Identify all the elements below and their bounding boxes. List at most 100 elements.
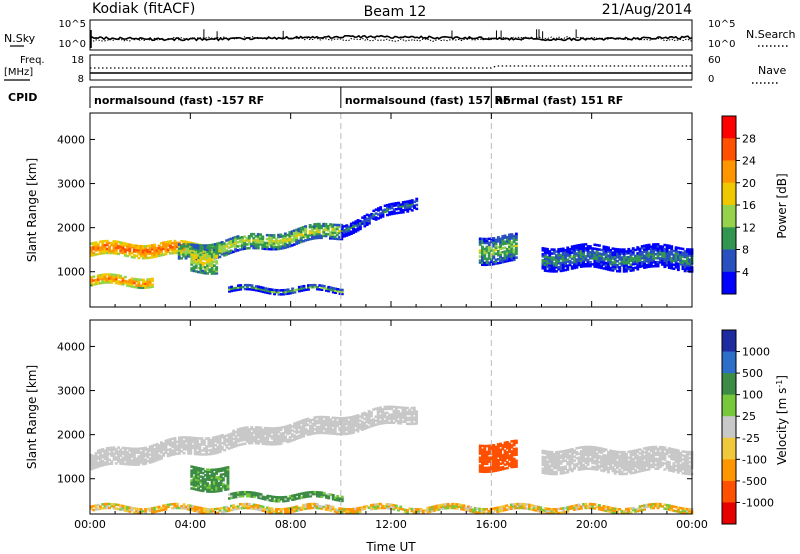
power-cell [485,259,489,263]
velocity-cell [290,429,294,432]
power-cell [291,287,295,290]
power-cell [177,249,181,252]
velocity-cell [135,451,139,454]
power-cell [413,204,416,207]
velocity-cell [217,468,221,471]
velocity-cell [105,459,109,462]
power-cell [162,247,166,250]
power-cell [597,248,601,251]
velocity-cell [199,489,203,492]
velocity-cell [483,448,487,452]
power-cell [347,225,351,228]
velocity-cell [622,458,626,462]
power-cell [135,246,139,250]
velocity-cell [354,511,357,514]
velocity-cell [318,415,321,419]
power-cell [218,241,222,245]
velocity-cell [236,507,240,510]
velocity-cell [126,463,129,466]
power-cell [625,250,628,253]
velocity-cell [96,465,100,468]
velocity-cell [349,420,353,423]
velocity-cell [430,509,434,513]
velocity-cell [146,450,150,453]
velocity-cell [403,410,407,414]
velocity-cell [543,452,547,455]
velocity-cell [248,441,251,445]
velocity-cell [212,484,216,487]
velocity-cell [676,469,680,472]
power-cell [649,257,653,260]
velocity-cell [137,507,141,511]
velocity-cell [123,505,127,508]
power-cell [208,254,212,257]
power-cell [108,249,111,253]
power-cell [212,260,216,263]
velocity-cell [345,422,348,426]
velocity-cell [625,464,628,468]
power-cell [274,247,278,251]
power-cell [192,245,196,249]
velocity-cell [336,498,340,502]
velocity-cell [670,465,674,469]
power-cell [211,243,215,246]
velocity-cell [543,466,547,469]
velocity-cell [286,507,290,510]
power-cell [564,260,567,264]
power-cell [329,233,332,236]
power-cell [674,266,678,269]
power-cell [681,265,685,268]
power-cell [487,241,491,245]
power-cell [345,232,349,235]
power-cell [552,252,556,255]
velocity-cell [151,444,154,448]
velocity-cell [105,447,109,450]
velocity-cell [607,466,610,470]
velocity-cell [128,463,132,466]
power-cell [110,249,114,253]
velocity-cell [307,493,310,496]
power-cell [175,245,179,249]
power-cell [397,203,401,207]
velocity-cell [279,438,283,441]
velocity-cell [306,429,310,432]
velocity-cell [99,505,102,508]
power-cell [265,237,269,241]
velocity-cell [568,466,572,469]
power-cell [206,268,209,271]
velocity-cell [212,468,216,471]
velocity-cell [496,467,500,470]
velocity-cell [496,506,500,509]
velocity-cell [510,450,514,453]
power-cell [204,244,208,247]
power-cell [487,253,491,256]
power-cell [286,290,290,293]
power-cell [123,254,127,257]
velocity-cell [119,504,123,507]
power-cell [670,267,674,270]
power-cell [110,279,114,282]
velocity-cell [245,428,249,431]
velocity-cell [627,466,631,469]
velocity-cell [586,451,590,455]
power-cell [622,268,626,271]
velocity-cell [399,507,403,511]
velocity-cell [340,497,344,501]
power-cell [148,248,152,251]
velocity-cell [178,440,181,443]
velocity-cell [146,448,150,451]
power-cell [203,250,207,253]
velocity-cell [206,490,209,493]
velocity-cell [239,503,242,506]
velocity-cell [638,460,642,463]
power-cell [128,284,132,288]
cpid-segments: normalsound (fast) -157 RF normalsound (f… [89,87,623,108]
power-cell [503,250,507,253]
velocity-cell [478,468,482,471]
power-cell [322,228,326,232]
power-cell [203,258,207,261]
velocity-cell [212,488,216,491]
velocity-cell [397,406,400,409]
velocity-cell [214,449,218,453]
power-cell [309,284,313,287]
